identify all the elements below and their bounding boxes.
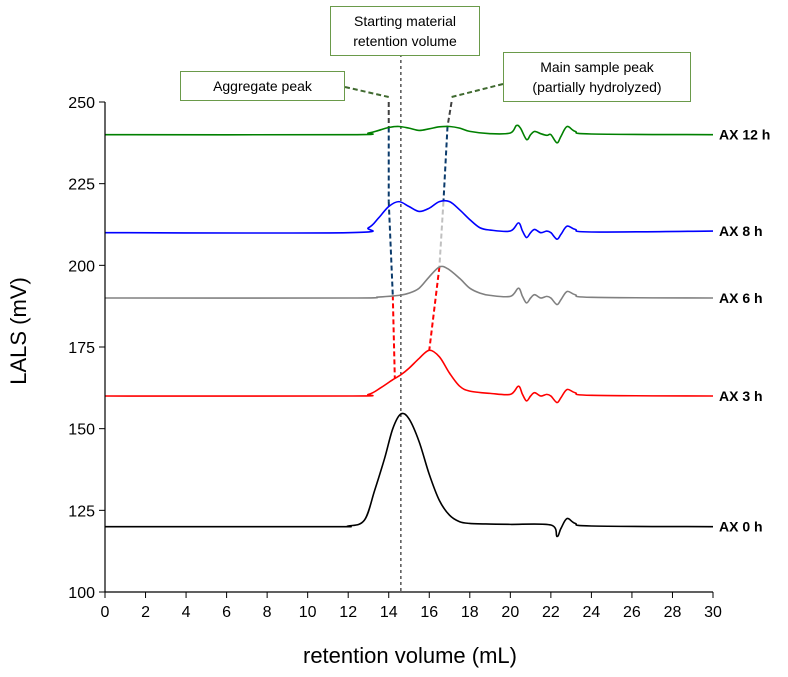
annotation-aggregate-line-1: Aggregate peak xyxy=(213,78,312,94)
connector-main-0 xyxy=(446,101,453,127)
series-group xyxy=(104,124,714,538)
x-tick-label: 20 xyxy=(501,604,519,621)
leader-aggregate xyxy=(344,86,389,98)
x-tick-label: 24 xyxy=(583,604,601,621)
y-tick-label: 175 xyxy=(68,340,95,357)
connector-main-2 xyxy=(438,201,445,268)
series-label-4: AX 12 h xyxy=(719,127,770,143)
series-label-1: AX 3 h xyxy=(719,388,763,404)
series-line-4 xyxy=(104,124,714,144)
series-line-1 xyxy=(104,349,714,404)
annotation-main-line-2: (partially hydrolyzed) xyxy=(532,79,662,95)
connector-main-1 xyxy=(442,126,449,202)
x-tick-label: 6 xyxy=(222,604,231,621)
y-tick-label: 250 xyxy=(68,95,95,112)
series-labels: AX 0 h AX 3 h AX 6 h AX 8 h AX 12 h xyxy=(719,127,770,535)
annotation-connectors xyxy=(344,83,504,379)
x-tick-label: 4 xyxy=(182,604,191,621)
annotation-main-line-1: Main sample peak xyxy=(540,59,654,75)
annotation-aggregate-peak: Aggregate peak xyxy=(180,71,345,101)
connector-aggregate-2 xyxy=(387,201,394,296)
x-tick-label: 2 xyxy=(141,604,150,621)
series-line-3 xyxy=(104,199,714,240)
y-tick-label: 225 xyxy=(68,177,95,194)
x-tick-label: 16 xyxy=(420,604,438,621)
annotation-starting-material: Starting material retention volume xyxy=(330,6,480,56)
annotation-starting-line-2: retention volume xyxy=(353,33,457,49)
x-tick-label: 12 xyxy=(339,604,357,621)
x-tick-label: 26 xyxy=(623,604,641,621)
x-tick-label: 10 xyxy=(299,604,317,621)
series-line-0 xyxy=(104,412,714,538)
series-label-0: AX 0 h xyxy=(719,519,763,535)
x-tick-label: 30 xyxy=(704,604,722,621)
y-axis-label: LALS (mV) xyxy=(6,277,31,385)
series-line-2 xyxy=(104,265,714,306)
leader-main xyxy=(451,83,504,98)
x-tick-label: 22 xyxy=(542,604,560,621)
x-tick-label: 28 xyxy=(664,604,682,621)
connector-aggregate-3 xyxy=(391,295,396,379)
x-axis-label: retention volume (mL) xyxy=(303,643,517,668)
x-ticks: 0 2 4 6 8 10 12 14 16 18 20 22 24 26 28 30 xyxy=(101,592,722,621)
annotation-main-sample-peak: Main sample peak (partially hydrolyzed) xyxy=(503,52,691,102)
series-label-3: AX 8 h xyxy=(719,223,763,239)
y-tick-label: 200 xyxy=(68,258,95,275)
x-tick-label: 8 xyxy=(263,604,272,621)
connector-main-3 xyxy=(428,266,441,351)
y-tick-label: 125 xyxy=(68,503,95,520)
x-tick-label: 14 xyxy=(380,604,398,621)
annotation-starting-line-1: Starting material xyxy=(354,13,456,29)
y-ticks: 100 125 150 175 200 225 250 xyxy=(68,95,105,602)
y-tick-label: 150 xyxy=(68,422,95,439)
series-label-2: AX 6 h xyxy=(719,290,763,306)
axes xyxy=(104,102,713,593)
y-tick-label: 100 xyxy=(68,585,95,602)
x-tick-label: 18 xyxy=(461,604,479,621)
x-tick-label: 0 xyxy=(101,604,110,621)
